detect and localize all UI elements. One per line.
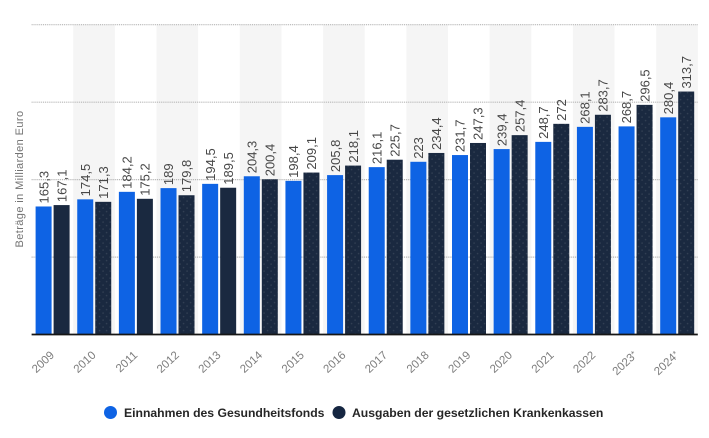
svg-text:194,5: 194,5 [203,148,218,181]
svg-text:204,3: 204,3 [245,141,260,174]
svg-text:171,3: 171,3 [96,166,111,199]
svg-text:272: 272 [554,99,569,121]
svg-text:280,4: 280,4 [661,82,676,115]
svg-text:179,8: 179,8 [179,160,194,193]
svg-text:296,5: 296,5 [637,69,652,102]
svg-text:165,3: 165,3 [36,171,51,204]
svg-text:216,1: 216,1 [369,132,384,165]
svg-text:239,4: 239,4 [494,114,509,147]
svg-text:223: 223 [411,137,426,159]
svg-text:189: 189 [161,163,176,185]
svg-text:257,4: 257,4 [512,100,527,133]
svg-text:225,7: 225,7 [387,124,402,157]
svg-text:268,1: 268,1 [578,91,593,124]
svg-text:174,5: 174,5 [78,164,93,197]
svg-text:Ausgaben der gesetzlichen Kran: Ausgaben der gesetzlichen Krankenkassen [352,406,603,420]
svg-text:205,8: 205,8 [328,140,343,173]
svg-text:268,7: 268,7 [619,91,634,124]
svg-text:218,1: 218,1 [346,130,361,163]
svg-text:198,4: 198,4 [286,145,301,178]
svg-text:248,7: 248,7 [536,106,551,139]
svg-text:231,7: 231,7 [453,120,468,153]
svg-text:189,5: 189,5 [221,152,236,185]
svg-text:247,3: 247,3 [471,107,486,140]
svg-text:167,1: 167,1 [54,170,69,203]
svg-text:Beträge in Milliarden Euro: Beträge in Milliarden Euro [14,111,26,248]
svg-text:313,7: 313,7 [679,56,694,89]
svg-text:175,2: 175,2 [138,163,153,196]
svg-text:234,4: 234,4 [429,117,444,150]
svg-text:184,2: 184,2 [120,156,135,189]
svg-text:283,7: 283,7 [596,79,611,112]
svg-text:209,1: 209,1 [304,137,319,170]
svg-text:Einnahmen des Gesundheitsfonds: Einnahmen des Gesundheitsfonds [124,406,325,420]
svg-text:200,4: 200,4 [263,144,278,177]
